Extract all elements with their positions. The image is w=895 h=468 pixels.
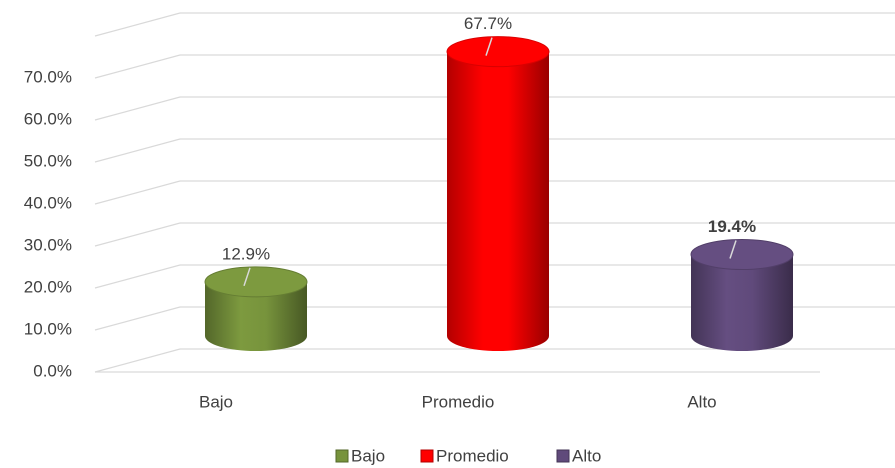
- value-label: 67.7%: [464, 14, 512, 33]
- bar-top: [204, 266, 308, 298]
- x-tick-label: Alto: [687, 392, 716, 411]
- x-tick-label: Bajo: [199, 392, 233, 411]
- y-tick-label: 40.0%: [24, 193, 72, 212]
- leader-line: [485, 37, 493, 56]
- grid-line: [94, 180, 895, 205]
- y-tick-label: 0.0%: [33, 361, 72, 380]
- grid-line: [94, 306, 895, 331]
- grid-line: [94, 264, 895, 289]
- bar: [205, 281, 307, 351]
- y-tick-label: 30.0%: [24, 235, 72, 254]
- value-label: 12.9%: [222, 244, 270, 263]
- grid-line: [94, 222, 895, 247]
- bar: [447, 51, 549, 351]
- value-label: 19.4%: [708, 217, 756, 236]
- y-tick-label: 60.0%: [24, 109, 72, 128]
- x-tick-label: Promedio: [422, 392, 495, 411]
- grid-line: [94, 138, 895, 163]
- grid-line: [94, 348, 895, 373]
- legend-swatch: [335, 449, 349, 463]
- grid-line: [94, 96, 895, 121]
- leader-line: [243, 267, 251, 287]
- legend-label: Bajo: [351, 446, 385, 465]
- bar-top: [690, 239, 794, 271]
- y-tick-label: 50.0%: [24, 151, 72, 170]
- legend-label: Promedio: [436, 446, 509, 465]
- bar-top: [446, 36, 550, 68]
- legend-swatch: [556, 449, 570, 463]
- legend-swatch: [420, 449, 434, 463]
- y-tick-label: 20.0%: [24, 277, 72, 296]
- grid-line: [94, 12, 895, 37]
- y-tick-label: 10.0%: [24, 319, 72, 338]
- leader-line: [729, 240, 737, 259]
- bar: [691, 254, 793, 351]
- legend-label: Alto: [572, 446, 601, 465]
- y-tick-label: 70.0%: [24, 67, 72, 86]
- grid-line: [94, 54, 895, 79]
